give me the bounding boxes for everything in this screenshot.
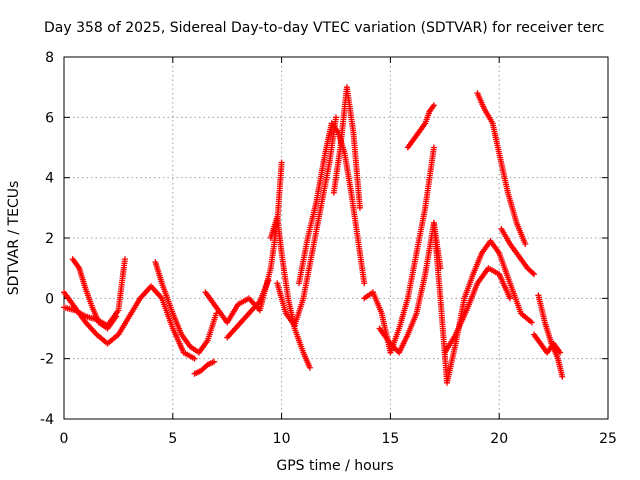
series-sat-d: [152, 259, 220, 356]
series-sat-p: [441, 265, 514, 356]
series-sat-m: [376, 219, 444, 356]
data-marks: [61, 84, 566, 386]
series-sat-c: [69, 256, 120, 332]
x-tick-label: 10: [273, 431, 291, 447]
series-sat-e: [191, 358, 218, 377]
data-point: [211, 358, 218, 365]
data-point: [361, 280, 368, 287]
data-point: [191, 355, 198, 362]
series-sat-n: [404, 102, 437, 151]
series-sat-g: [224, 277, 272, 341]
series-sat-f: [202, 159, 285, 326]
series-sat-o: [430, 219, 535, 386]
data-point: [430, 102, 437, 109]
data-point: [522, 241, 529, 248]
y-tick-label: -4: [40, 412, 54, 428]
series-sat-k: [330, 84, 363, 211]
data-point: [529, 269, 536, 276]
chart-title: Day 358 of 2025, Sidereal Day-to-day VTE…: [44, 20, 604, 36]
y-tick-label: 8: [45, 50, 54, 66]
axis-ticks: 0 5 10 15 20 25 -4 -2 0 2 4 6 8: [40, 50, 617, 447]
y-tick-label: 2: [45, 231, 54, 247]
series-sat-q: [474, 90, 529, 248]
y-tick-label: 6: [45, 110, 54, 126]
x-tick-label: 20: [490, 431, 508, 447]
x-tick-label: 5: [168, 431, 177, 447]
data-point: [333, 114, 339, 121]
series-sat-i: [274, 114, 339, 329]
series-sat-j: [296, 120, 368, 287]
data-point: [356, 204, 363, 211]
data-point: [265, 277, 272, 284]
series-sat-h: [267, 213, 313, 371]
data-point: [430, 144, 437, 151]
data-point: [557, 349, 564, 356]
data-point: [528, 319, 535, 326]
series-sat-t: [531, 331, 564, 356]
series-sat-r: [498, 225, 538, 278]
series-sat-l: [361, 144, 437, 356]
x-tick-label: 0: [60, 431, 69, 447]
x-axis-label: GPS time / hours: [276, 458, 393, 474]
data-point: [507, 295, 514, 302]
data-point: [278, 159, 285, 166]
y-tick-label: 0: [45, 291, 54, 307]
y-tick-label: 4: [45, 171, 54, 187]
data-point: [559, 373, 566, 380]
x-tick-label: 15: [381, 431, 399, 447]
y-tick-label: -2: [40, 352, 54, 368]
series-sat-a: [61, 283, 198, 362]
x-tick-label: 25: [599, 431, 617, 447]
y-axis-label: SDTVAR / TECUs: [6, 181, 22, 296]
data-point: [531, 271, 538, 278]
data-point: [121, 256, 128, 263]
series-sat-s: [535, 292, 566, 380]
grid: [64, 57, 608, 419]
data-point: [306, 364, 313, 371]
data-point: [113, 313, 120, 320]
